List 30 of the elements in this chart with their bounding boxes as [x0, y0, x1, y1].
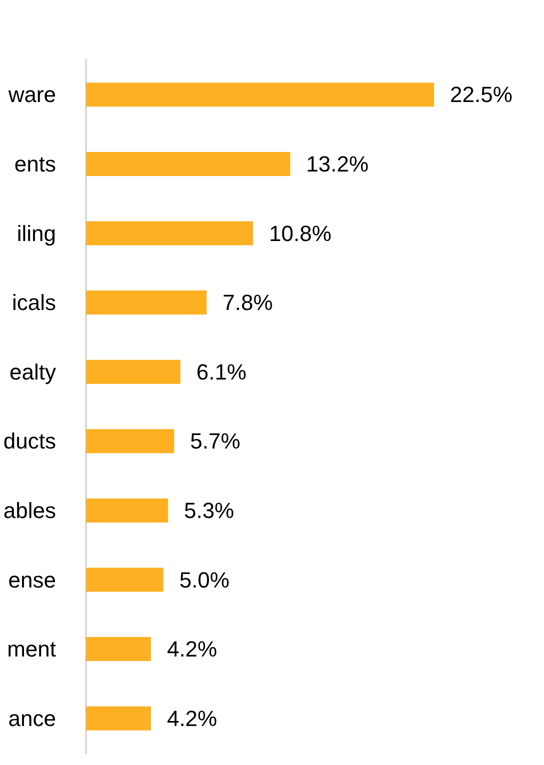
- data-label: 7.8%: [222, 290, 273, 316]
- y-tick-label: icals: [12, 290, 56, 316]
- bar: [86, 429, 174, 454]
- data-label: 4.2%: [166, 636, 218, 662]
- bar: [86, 221, 254, 246]
- bar: [86, 360, 180, 384]
- data-label: 6.1%: [196, 359, 247, 384]
- y-tick-label: ables: [3, 498, 56, 523]
- data-label: 4.2%: [166, 706, 218, 731]
- bar: [86, 568, 164, 592]
- bar: [86, 706, 151, 730]
- data-label: 5.7%: [190, 428, 240, 454]
- data-label: 5.0%: [179, 567, 230, 592]
- bar: [86, 290, 207, 315]
- y-tick-label: ents: [14, 151, 56, 176]
- data-label: 5.3%: [184, 498, 234, 523]
- data-label: 10.8%: [269, 220, 332, 246]
- data-label: 22.5%: [450, 82, 512, 108]
- bar: [86, 82, 434, 107]
- y-tick-label: ense: [8, 567, 56, 592]
- bar: [86, 637, 151, 662]
- y-tick-label: ance: [8, 706, 56, 731]
- y-tick-label: ealty: [10, 359, 56, 384]
- y-tick-label: iling: [16, 220, 56, 246]
- y-tick-label: ducts: [3, 428, 56, 454]
- data-label: 13.2%: [306, 151, 369, 176]
- y-tick-label: ment: [7, 636, 56, 662]
- bar: [86, 498, 168, 522]
- y-tick-label: ware: [7, 82, 56, 108]
- bar: [86, 152, 290, 176]
